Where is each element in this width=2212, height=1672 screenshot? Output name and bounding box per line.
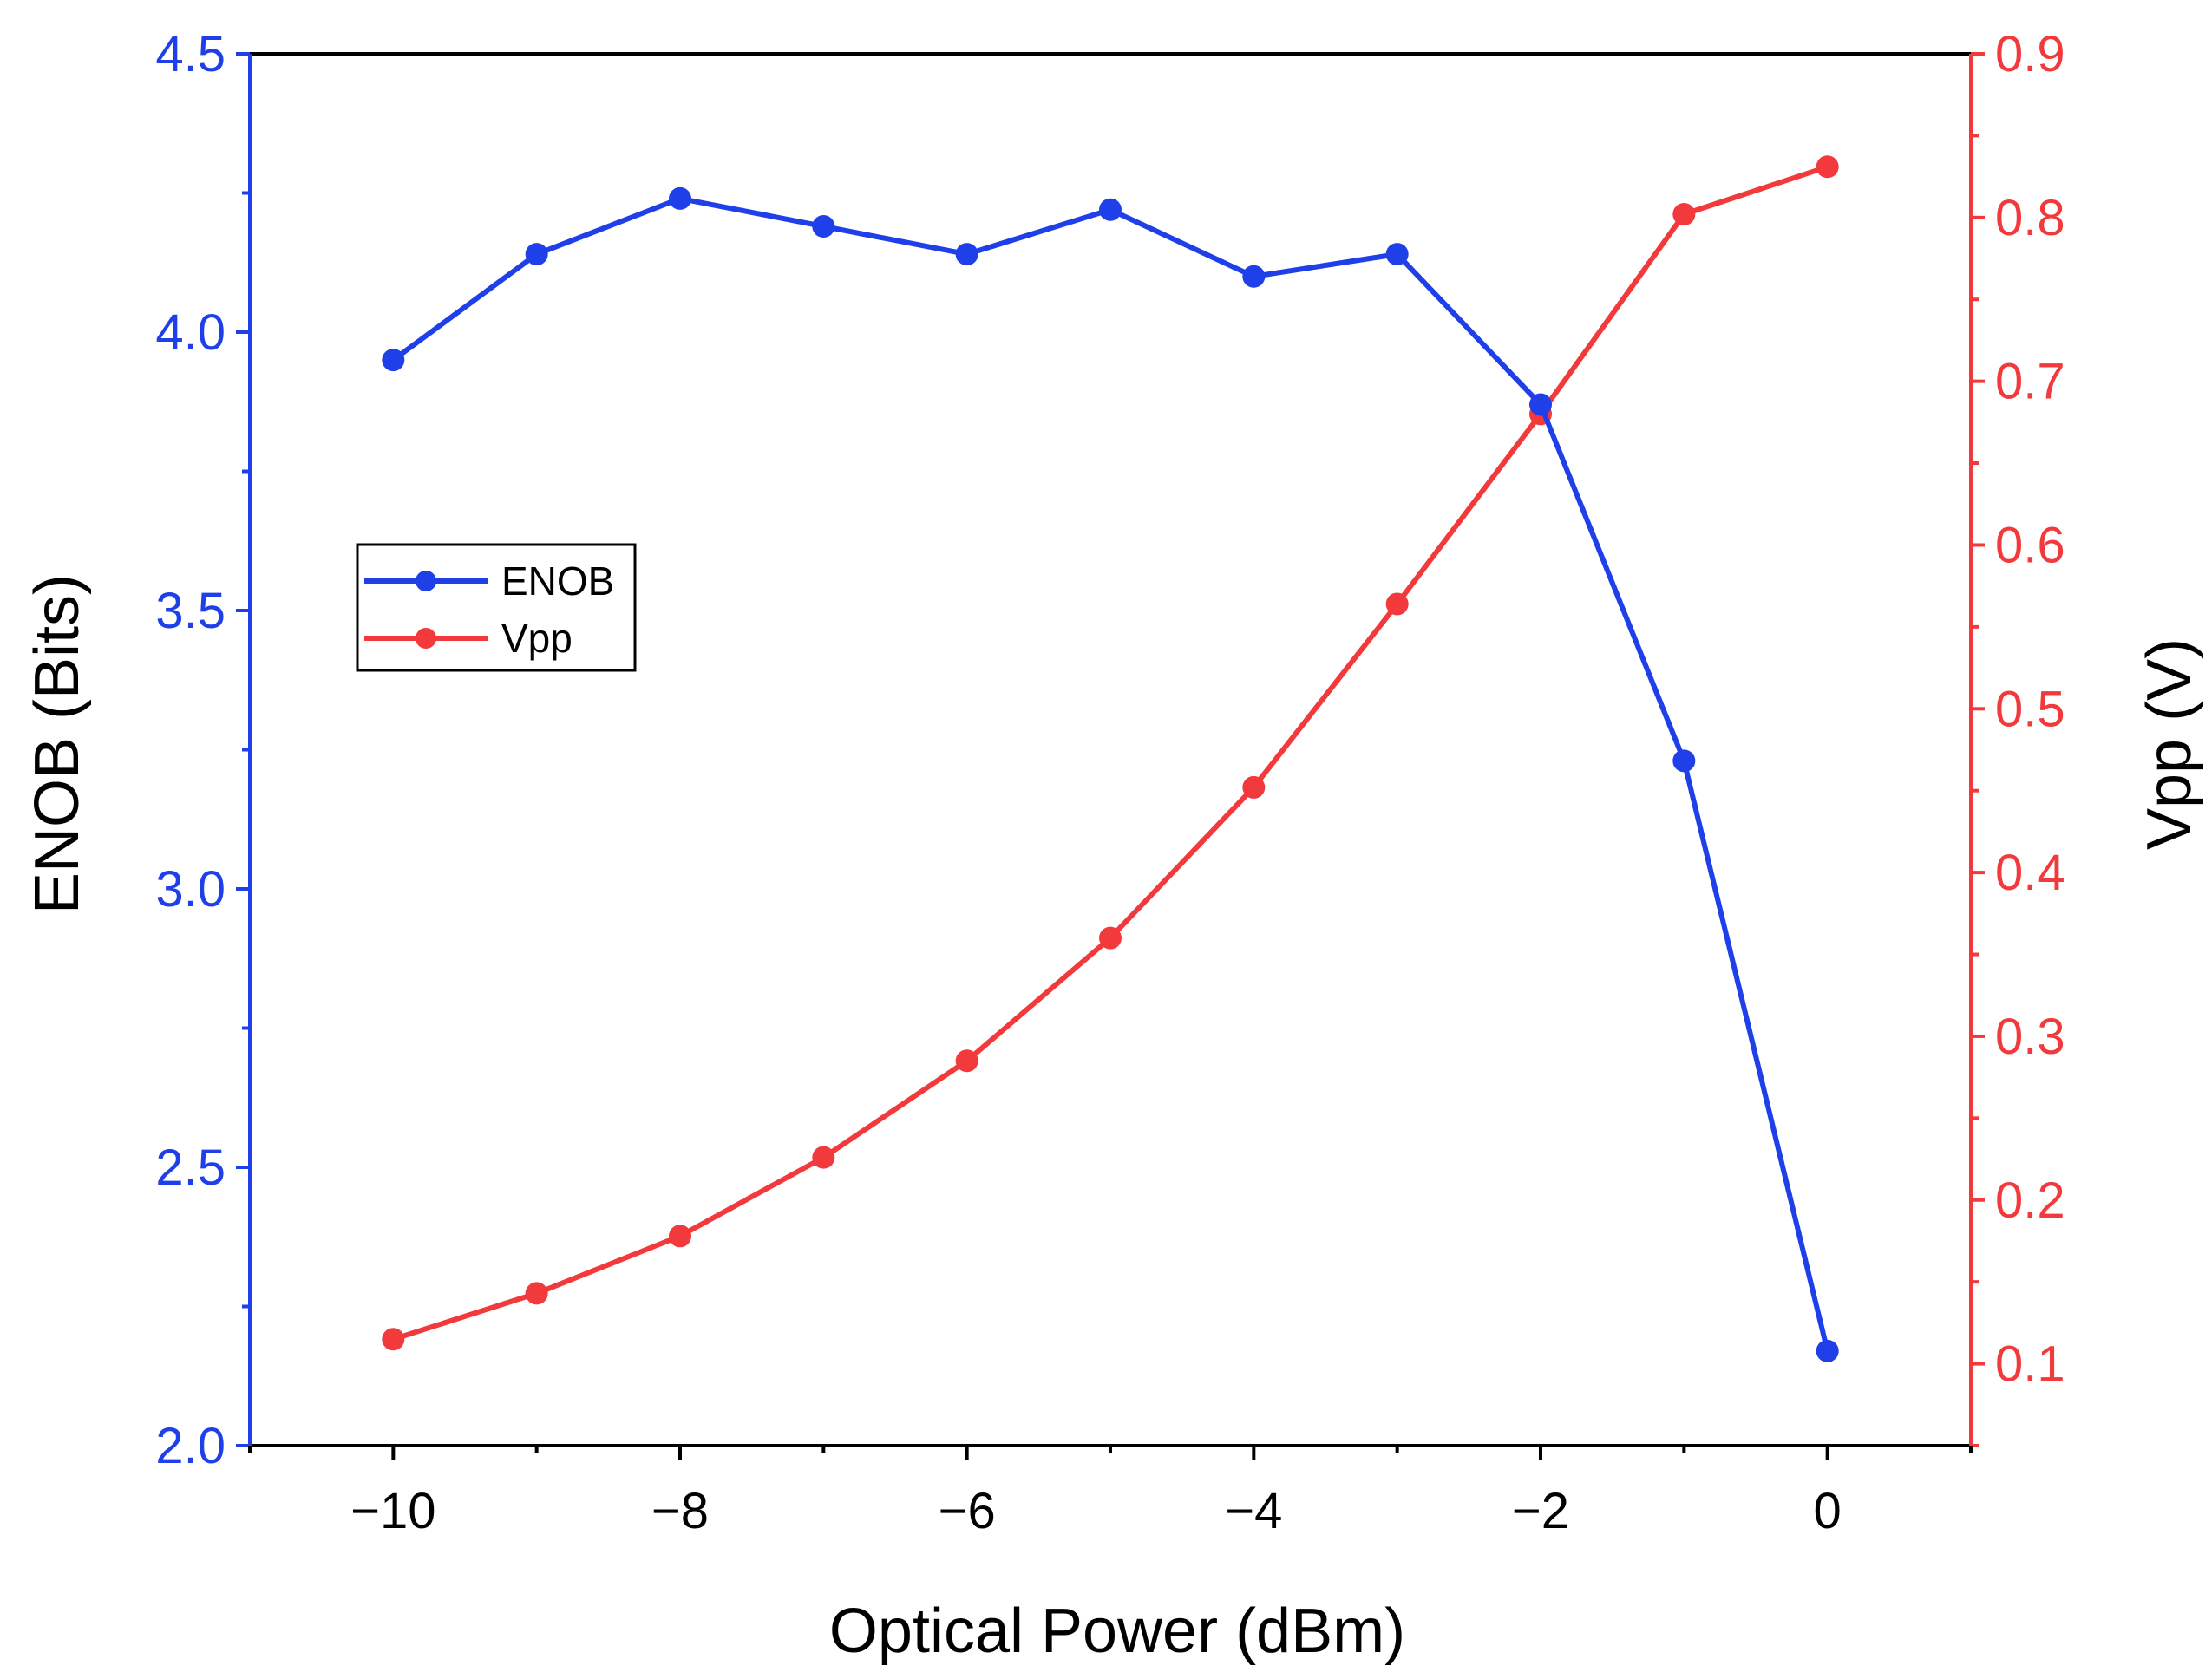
x-tick-label: −2 xyxy=(1512,1483,1569,1539)
x-tick-label: −6 xyxy=(939,1483,996,1539)
data-point-vpp xyxy=(1816,155,1839,179)
right-tick-label: 0.2 xyxy=(1995,1172,2065,1229)
series-line-enob xyxy=(391,195,1830,1352)
data-point-enob xyxy=(1099,198,1122,221)
data-point-enob xyxy=(1385,243,1409,266)
x-axis: −10 −8 −6 −4 −2 0 xyxy=(248,1446,1973,1539)
right-tick-label: 0.1 xyxy=(1995,1336,2065,1393)
legend-marker-vpp xyxy=(416,628,436,649)
right-tick-label: 0.3 xyxy=(1995,1009,2065,1065)
right-tick-label: 0.6 xyxy=(1995,517,2065,573)
right-y-axis: 0.1 0.2 0.3 0.4 0.5 0.6 0.7 0.8 0.9 xyxy=(1971,26,2065,1447)
left-tick-label: 3.0 xyxy=(155,861,226,918)
plot-frame xyxy=(248,52,1973,1447)
data-point-enob xyxy=(1672,749,1696,773)
legend-label-enob: ENOB xyxy=(501,558,614,604)
left-y-axis-title: ENOB (Bits) xyxy=(23,574,92,914)
data-point-vpp xyxy=(1385,592,1409,616)
left-tick-label: 3.5 xyxy=(155,583,226,639)
x-tick-label: −4 xyxy=(1225,1483,1282,1539)
data-point-enob xyxy=(955,243,978,266)
data-point-enob xyxy=(1529,393,1552,416)
series-line-vpp xyxy=(392,164,1829,1342)
x-axis-title: Optical Power (dBm) xyxy=(829,1597,1405,1666)
legend-marker-enob xyxy=(416,571,436,591)
x-tick-label: −8 xyxy=(651,1483,709,1539)
data-point-vpp xyxy=(1242,775,1266,799)
data-point-enob xyxy=(382,349,405,372)
data-point-enob xyxy=(1242,265,1266,288)
left-y-axis: 2.0 2.5 3.0 3.5 4.0 4.5 xyxy=(155,26,250,1474)
x-tick-label: 0 xyxy=(1814,1483,1842,1539)
left-tick-label: 4.0 xyxy=(155,304,226,361)
data-point-enob xyxy=(1816,1339,1839,1362)
data-point-vpp xyxy=(1099,926,1122,950)
legend: ENOB Vpp xyxy=(356,543,637,672)
data-point-vpp xyxy=(525,1282,548,1305)
legend-label-vpp: Vpp xyxy=(501,616,573,661)
data-point-enob xyxy=(812,215,835,238)
data-point-vpp xyxy=(669,1225,691,1248)
right-tick-label: 0.4 xyxy=(1995,845,2065,901)
right-y-axis-title: Vpp (V) xyxy=(2135,638,2204,850)
data-point-vpp xyxy=(1672,203,1696,226)
data-point-enob xyxy=(669,186,691,210)
data-point-vpp xyxy=(955,1049,978,1073)
x-tick-label: −10 xyxy=(350,1483,435,1539)
left-tick-label: 4.5 xyxy=(155,26,226,82)
right-tick-label: 0.8 xyxy=(1995,190,2065,246)
data-point-enob xyxy=(525,243,548,266)
right-tick-label: 0.7 xyxy=(1995,354,2065,410)
right-tick-label: 0.5 xyxy=(1995,681,2065,737)
legend-box xyxy=(356,543,637,672)
left-tick-label: 2.5 xyxy=(155,1140,226,1196)
left-tick-label: 2.0 xyxy=(155,1418,226,1474)
data-point-vpp xyxy=(812,1146,835,1169)
data-point-vpp xyxy=(382,1328,405,1351)
series-group xyxy=(382,155,1839,1362)
right-tick-label: 0.9 xyxy=(1995,26,2065,82)
